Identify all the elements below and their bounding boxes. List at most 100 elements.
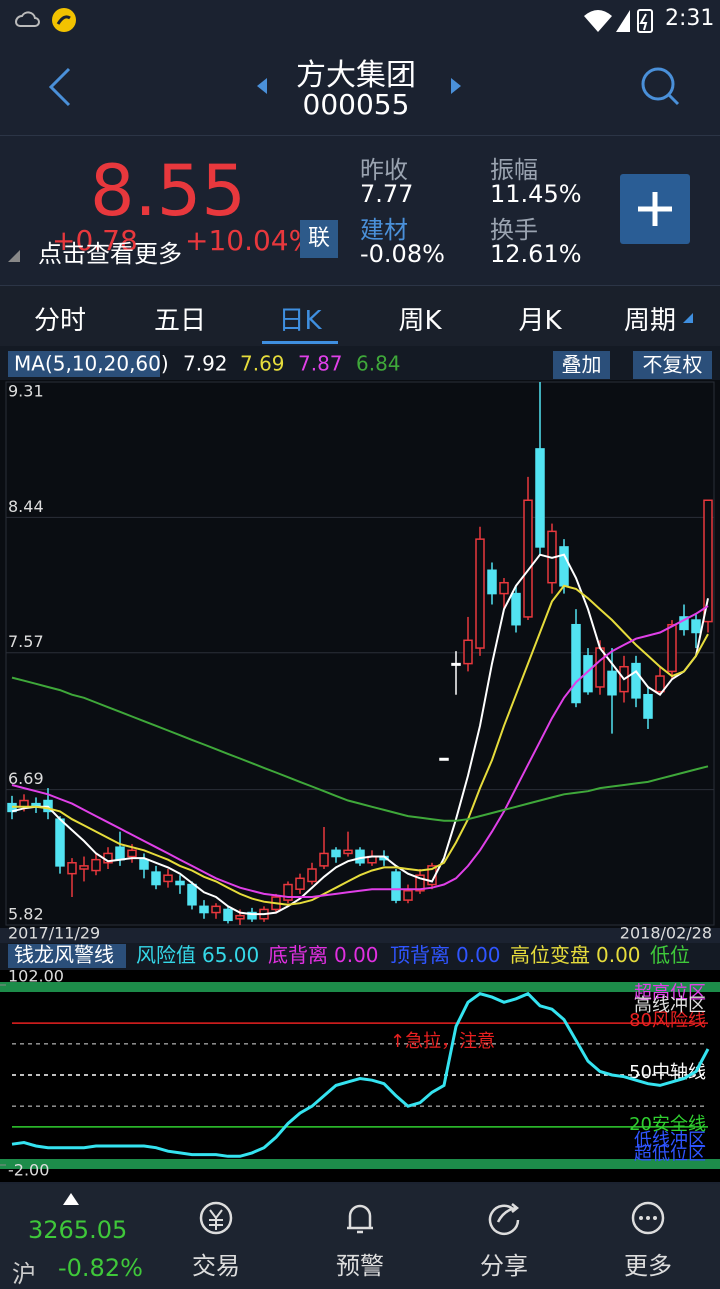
candle-body <box>175 880 185 886</box>
candle-body <box>295 877 305 890</box>
candle-body <box>499 581 509 595</box>
index-arrow <box>63 1193 79 1205</box>
stat-label: 换手 <box>490 216 538 244</box>
tab-dropdown <box>683 313 693 323</box>
candle-body <box>511 592 521 626</box>
tab[interactable]: 周期 <box>623 306 676 336</box>
ma-value: 7.87 <box>298 352 343 376</box>
nav-label[interactable]: 更多 <box>624 1252 672 1280</box>
quote-panel: 8.55 +0.78 +10.04% 点击查看更多 联 昨收 7.77 振幅 1… <box>0 136 720 282</box>
candle-body <box>331 849 341 858</box>
legend-label: MA(5,10,20,60) <box>14 352 169 376</box>
candle-body <box>439 757 449 761</box>
date-start: 2017/11/29 <box>8 924 100 943</box>
tab[interactable]: 周K <box>398 306 442 336</box>
divider <box>0 135 720 136</box>
ma-value: 7.69 <box>240 352 285 376</box>
index-value[interactable]: 3265.05 <box>28 1216 128 1244</box>
zone-band <box>0 982 720 992</box>
tab[interactable]: 月K <box>518 306 562 336</box>
stat-label[interactable]: 建材 <box>360 216 408 244</box>
tab[interactable]: 分时 <box>33 306 86 336</box>
stat-value: 11.45% <box>490 180 582 208</box>
candle-body <box>127 849 137 858</box>
tab[interactable]: 五日 <box>153 306 206 336</box>
candle-body <box>391 871 401 901</box>
corner-mark <box>8 250 20 262</box>
toggle-label[interactable]: 叠加 <box>562 353 602 377</box>
tab-underline <box>262 341 338 344</box>
change: +0.78 <box>52 224 138 257</box>
candle-body <box>523 499 533 618</box>
candle-body <box>187 883 197 906</box>
candle-body <box>79 865 89 870</box>
candle-body <box>403 890 413 901</box>
change-pct: +10.04% <box>185 224 316 257</box>
candle-body <box>163 874 173 883</box>
alert-icon[interactable] <box>340 1198 380 1238</box>
period-tabs: 分时 五日 日K 周K 月K 周期 <box>0 285 720 346</box>
charts: MA(5,10,20,60) 7.92 7.69 7.87 6.84 叠加 不复权 9.31 8… <box>0 346 720 1182</box>
indicator-stat: 低位 <box>650 943 690 967</box>
link-badge[interactable]: 联 <box>300 220 338 258</box>
candle-body <box>475 538 485 649</box>
share-icon[interactable] <box>484 1198 524 1238</box>
clock: 2:31 <box>665 6 715 31</box>
back-button[interactable] <box>45 65 75 109</box>
candle-body <box>631 662 641 699</box>
stock-code: 000055 <box>302 88 410 121</box>
candle-body <box>67 862 77 875</box>
prev-stock[interactable] <box>255 76 269 96</box>
candle-body <box>139 858 149 870</box>
toggle-button[interactable] <box>553 351 610 379</box>
stat-value: 7.77 <box>360 180 414 208</box>
stat-label: 底背离 <box>268 943 328 967</box>
risk-line <box>11 991 710 1158</box>
stat-value: 65.00 <box>202 943 259 967</box>
nav-labels: 交易 预警 分享 更多 <box>0 1246 720 1280</box>
candle-body <box>463 639 473 665</box>
nav-label[interactable]: 分享 <box>480 1252 528 1280</box>
stat-label: 振幅 <box>490 156 538 184</box>
toggle-button[interactable] <box>633 351 712 379</box>
candle-body <box>151 871 161 886</box>
candle-body <box>211 905 221 914</box>
nav-label[interactable]: 预警 <box>336 1252 384 1280</box>
more-icon[interactable] <box>628 1198 668 1238</box>
trade-icon[interactable] <box>196 1198 236 1238</box>
candle-body <box>319 852 329 867</box>
y-tick-label: 5.82 <box>8 905 44 924</box>
status-icons <box>14 8 76 32</box>
nav-label[interactable]: 交易 <box>192 1252 240 1280</box>
stat-value: 0.00 <box>596 943 641 967</box>
tab[interactable]: 日K <box>278 306 322 336</box>
zone-label: 低线冲区 <box>634 1130 706 1151</box>
zone-label: 超低位区 <box>634 1144 706 1165</box>
candle-body <box>643 693 653 719</box>
legend-box <box>8 351 160 377</box>
add-button[interactable] <box>620 174 690 244</box>
y-tick-label: 8.44 <box>8 497 44 516</box>
indicator-title: 钱龙风警线 <box>14 943 114 967</box>
indicator-title-box <box>8 944 126 968</box>
annotation: ↑急拉，注意 <box>390 1031 495 1052</box>
candle-body <box>283 883 293 901</box>
ma-line <box>12 584 709 906</box>
ma-line <box>11 553 709 916</box>
candle-body <box>199 905 209 914</box>
search-button[interactable] <box>638 64 684 110</box>
ma-value: 6.84 <box>356 352 401 376</box>
more-link[interactable]: 点击查看更多 <box>38 240 182 268</box>
next-stock[interactable] <box>449 76 463 96</box>
indicator-stat: 顶背离 0.00 <box>390 943 501 967</box>
stat-label: 顶背离 <box>390 943 450 967</box>
toggle-label[interactable]: 不复权 <box>643 353 703 377</box>
level-label: 20安全线 <box>629 1114 706 1135</box>
candle-body <box>655 675 665 693</box>
level-label: 80风险线 <box>629 1010 706 1031</box>
y-tick-label: 9.31 <box>8 382 44 401</box>
status-signal <box>584 9 653 33</box>
candle-body <box>487 569 497 595</box>
